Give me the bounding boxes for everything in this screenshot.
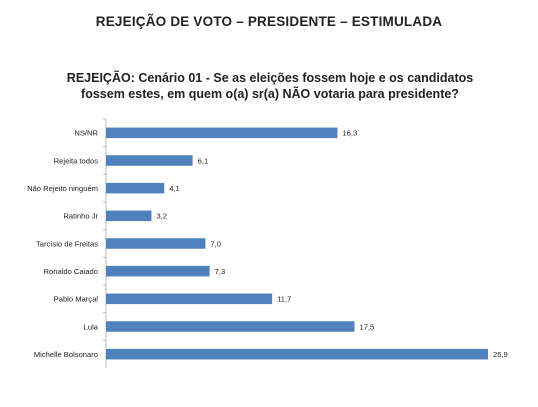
value-label-1: 6,1 [198,156,209,165]
bar-2 [106,182,165,194]
value-label-7: 17,5 [360,322,375,331]
value-label-5: 7,3 [215,267,226,276]
category-label-3: Ratinho Jr [63,212,98,221]
category-label-7: Lula [84,322,99,331]
category-label-1: Rejeita todos [54,156,99,165]
bar-3 [106,210,152,222]
value-label-3: 3,2 [156,212,167,221]
bar-0 [106,127,338,139]
value-label-8: 26,9 [493,350,508,359]
value-label-6: 11,7 [277,295,291,304]
category-label-5: Ronaldo Caiado [44,267,98,276]
category-label-8: Michelle Bolsonaro [34,350,98,359]
category-label-2: Não Rejeito ninguém [27,184,98,193]
category-label-4: Tarcísio de Freitas [36,239,98,248]
value-label-0: 16,3 [342,129,357,138]
bars-group: NS/NR 16,3 Rejeita todos 6,1 Não Rejeito nin… [27,118,508,368]
value-label-4: 7,0 [210,239,221,248]
bar-7 [106,321,355,332]
category-label-6: Pablo Marçal [54,295,99,304]
bar-5 [106,265,210,277]
value-label-2: 4,1 [169,184,180,193]
bar-6 [106,293,273,305]
category-label-0: NS/NR [74,129,98,138]
chart-title: REJEIÇÃO: Cenário 01 - Se as eleições fo… [40,70,500,102]
bar-1 [106,155,193,166]
chart-title-line-2: fossem estes, em quem o(a) sr(a) NÃO vot… [81,87,459,101]
page-title: REJEIÇÃO DE VOTO – PRESIDENTE – ESTIMULA… [95,14,443,29]
bar-4 [106,238,206,249]
chart-title-line-1: REJEIÇÃO: Cenário 01 - Se as eleições fo… [66,71,474,85]
bar-8 [106,348,488,360]
